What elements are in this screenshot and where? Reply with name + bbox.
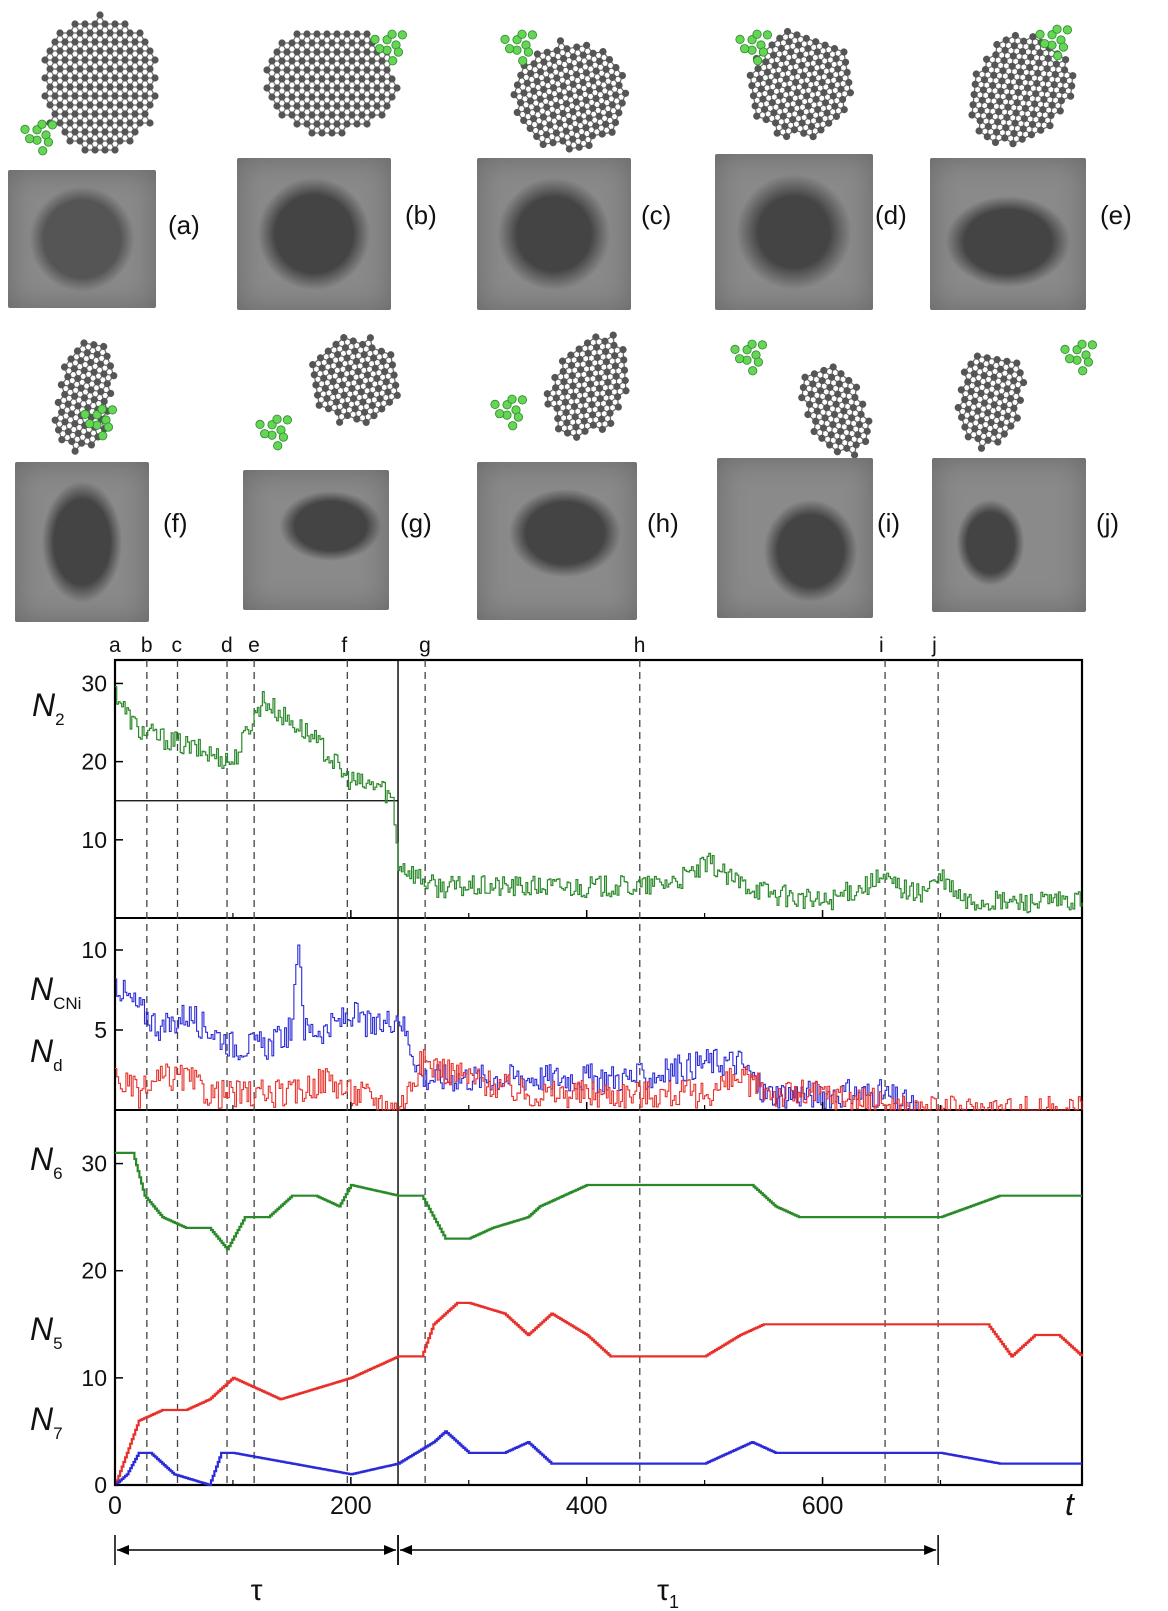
tem-image-j <box>932 458 1086 612</box>
molecule-c-icon <box>500 29 630 153</box>
series-line-green <box>115 1151 1082 1251</box>
x-tick-label: 400 <box>566 1492 608 1520</box>
y-tick-label: 30 <box>81 1151 107 1177</box>
x-tick-label: 200 <box>330 1492 372 1520</box>
panel-label-e: (e) <box>1100 200 1132 230</box>
tem-image-b <box>237 158 391 310</box>
y-tick-label: 20 <box>81 749 107 775</box>
arrowhead-icon <box>384 1545 397 1555</box>
y-axis-label: NCNi <box>30 971 81 1013</box>
y-tick-label: 10 <box>81 937 107 963</box>
panel-label-f: (f) <box>163 508 188 538</box>
molecule-e-icon <box>968 24 1077 148</box>
molecule-f-icon <box>51 339 118 455</box>
series-line-red <box>115 1048 1083 1111</box>
tem-image-c <box>477 158 631 310</box>
panel-f: (f) <box>15 320 215 622</box>
y-tick-label: 10 <box>81 1365 107 1391</box>
panel-g: (g) <box>240 320 450 620</box>
panel-label-i: (i) <box>877 508 901 538</box>
tem-image-a <box>8 170 156 308</box>
molecule-g-icon <box>255 334 401 451</box>
panel-a: (a) <box>8 10 210 308</box>
y-axis-label: N2 <box>32 687 65 729</box>
y-axis-label: N7 <box>30 1401 63 1443</box>
series-line-blue <box>115 1430 1082 1487</box>
event-marker-label: i <box>879 634 884 657</box>
chart-frame <box>113 658 1084 1487</box>
x-tick-label: 600 <box>802 1492 844 1520</box>
panel-label-b: (b) <box>405 200 437 230</box>
event-marker-label: b <box>141 634 153 657</box>
event-marker-label: h <box>634 634 646 657</box>
tem-image-g <box>243 470 389 610</box>
event-marker-label: g <box>419 634 431 657</box>
interval-label: τ1 <box>657 1574 679 1611</box>
y-axis-label: N5 <box>30 1311 63 1353</box>
event-marker-label: d <box>221 634 233 657</box>
event-marker-label: f <box>341 634 347 657</box>
tem-image-h <box>477 462 637 620</box>
panel-e: (e) <box>930 10 1160 310</box>
tem-image-i <box>717 458 873 618</box>
event-marker-label: j <box>931 634 937 657</box>
panel-label-c: (c) <box>641 200 672 230</box>
y-tick-label: 30 <box>81 670 107 696</box>
x-axis-label: t <box>1065 1486 1075 1522</box>
panel-d: (d) <box>715 10 925 310</box>
y-tick-label: 20 <box>81 1258 107 1284</box>
panel-label-h: (h) <box>647 508 679 538</box>
arrowhead-icon <box>924 1545 937 1555</box>
panel-label-d: (d) <box>875 200 907 230</box>
arrowhead-icon <box>400 1545 413 1555</box>
tem-image-f <box>15 462 149 622</box>
y-tick-label: 0 <box>94 1472 107 1498</box>
panel-j: (j) <box>930 320 1150 620</box>
arrowhead-icon <box>117 1545 129 1555</box>
panel-b: (b) <box>235 10 437 310</box>
y-tick-label: 10 <box>81 827 107 853</box>
panel-label-g: (g) <box>400 508 432 538</box>
panel-c: (c) <box>475 10 675 310</box>
panel-label-a: (a) <box>168 210 200 240</box>
tem-image-d <box>715 154 873 310</box>
molecule-h-icon <box>490 331 630 441</box>
panel-h: (h) <box>475 320 695 620</box>
event-marker-label: c <box>172 634 183 657</box>
panel-i: (i) <box>715 320 925 620</box>
y-axis-label: N6 <box>30 1141 63 1183</box>
molecule-j-icon <box>954 339 1098 452</box>
tem-image-e <box>930 158 1086 310</box>
series-line-blue <box>115 944 918 1111</box>
panel-label-j: (j) <box>1096 508 1120 538</box>
y-axis-label: Nd <box>30 1033 63 1075</box>
series-line-green <box>115 686 1083 914</box>
event-marker-label: e <box>248 634 260 657</box>
molecule-b-icon <box>263 29 408 137</box>
interval-label: τ <box>251 1574 263 1607</box>
series-line-red <box>115 1301 1084 1487</box>
molecule-i-icon <box>730 339 873 459</box>
event-marker-label: a <box>109 634 121 657</box>
y-tick-label: 5 <box>94 1017 107 1043</box>
molecule-a-icon <box>20 11 159 156</box>
molecule-d-icon <box>735 27 855 141</box>
x-tick-label: 0 <box>108 1492 122 1520</box>
